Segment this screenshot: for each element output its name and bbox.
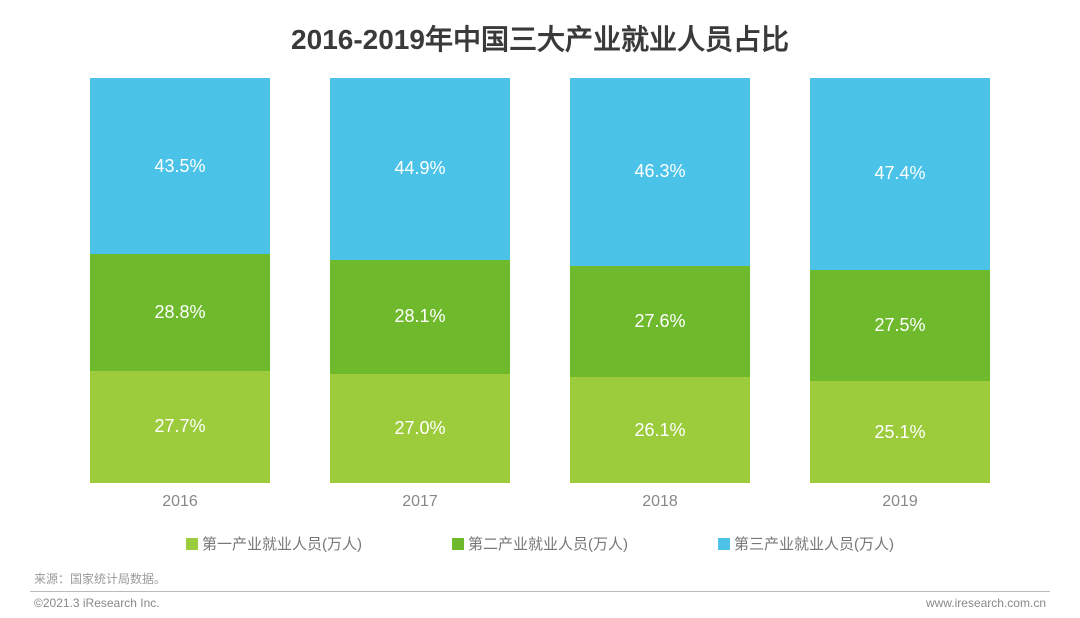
- segment: 26.1%: [570, 377, 750, 483]
- plot-area: 43.5%28.8%27.7% 44.9%28.1%27.0% 46.3%27.6%…: [30, 78, 1050, 483]
- legend-item: 第一产业就业人员(万人): [186, 533, 362, 554]
- segment: 28.1%: [330, 260, 510, 374]
- legend-item: 第三产业就业人员(万人): [718, 533, 894, 554]
- x-axis-label: 2018: [570, 493, 750, 511]
- bar-2017: 44.9%28.1%27.0%: [330, 78, 510, 483]
- segment: 27.5%: [810, 270, 990, 381]
- segment: 27.0%: [330, 374, 510, 483]
- bar-2019: 47.4%27.5%25.1%: [810, 78, 990, 483]
- footer: ©2021.3 iResearch Inc. www.iresearch.com…: [30, 591, 1050, 618]
- website-url: www.iresearch.com.cn: [926, 596, 1046, 610]
- x-axis-label: 2017: [330, 493, 510, 511]
- source-note: 来源：国家统计局数据。: [30, 564, 1050, 591]
- legend: 第一产业就业人员(万人) 第二产业就业人员(万人) 第三产业就业人员(万人): [30, 533, 1050, 554]
- bar-2016: 43.5%28.8%27.7%: [90, 78, 270, 483]
- x-axis-label: 2019: [810, 493, 990, 511]
- chart-title: 2016-2019年中国三大产业就业人员占比: [30, 18, 1050, 58]
- legend-label: 第三产业就业人员(万人): [734, 533, 894, 554]
- segment: 46.3%: [570, 78, 750, 266]
- segment: 25.1%: [810, 381, 990, 483]
- legend-swatch: [452, 538, 464, 550]
- segment: 27.6%: [570, 266, 750, 378]
- stacked-bar-chart: 2016-2019年中国三大产业就业人员占比 43.5%28.8%27.7% 44…: [0, 0, 1080, 618]
- segment: 44.9%: [330, 78, 510, 260]
- legend-label: 第二产业就业人员(万人): [468, 533, 628, 554]
- segment: 43.5%: [90, 78, 270, 254]
- legend-swatch: [718, 538, 730, 550]
- x-axis-label: 2016: [90, 493, 270, 511]
- copyright: ©2021.3 iResearch Inc.: [34, 596, 160, 610]
- legend-swatch: [186, 538, 198, 550]
- segment: 47.4%: [810, 78, 990, 270]
- x-axis: 2016 2017 2018 2019: [30, 483, 1050, 511]
- legend-label: 第一产业就业人员(万人): [202, 533, 362, 554]
- segment: 27.7%: [90, 371, 270, 483]
- segment: 28.8%: [90, 254, 270, 371]
- legend-item: 第二产业就业人员(万人): [452, 533, 628, 554]
- bar-2018: 46.3%27.6%26.1%: [570, 78, 750, 483]
